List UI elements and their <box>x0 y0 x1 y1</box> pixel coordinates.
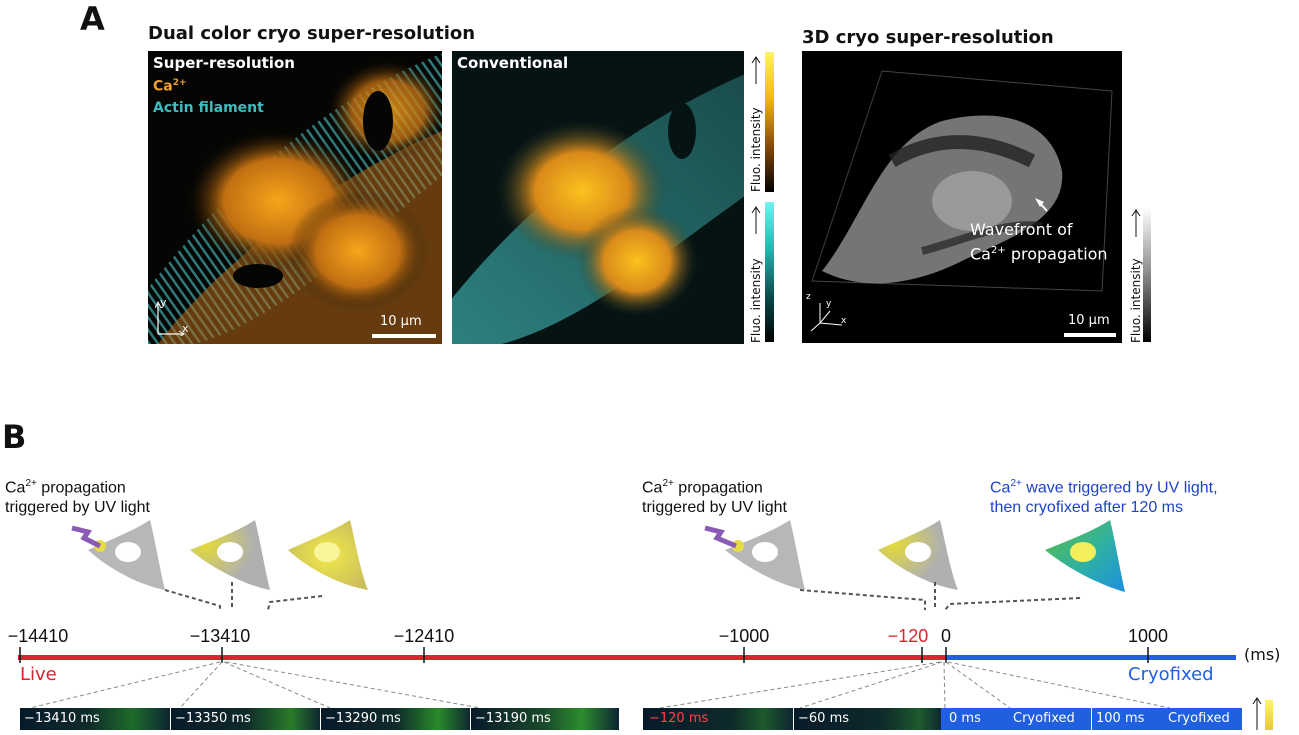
wavefront-annotation: Wavefront of Ca2+ propagation <box>970 220 1108 264</box>
conventional-image <box>452 51 744 344</box>
grayscale-colorbar <box>1143 208 1151 342</box>
axis3d-y-label: y <box>826 299 832 309</box>
tick-label: −13410 <box>189 626 251 646</box>
super-resolution-label: Super-resolution <box>153 54 295 72</box>
timeline-colorbar <box>1265 700 1273 730</box>
cryofixed-timeline-bar <box>946 655 1236 660</box>
conventional-label: Conventional <box>457 54 569 72</box>
cryofixed-label: Cryofixed <box>1128 664 1214 685</box>
calcium-colorbar <box>765 52 774 192</box>
tick-label: −120 <box>887 626 929 646</box>
frame-tile: −60 ms <box>793 708 942 730</box>
fluo-intensity-label: Fluo. intensity <box>1129 258 1143 343</box>
axis-x-label: x <box>182 322 189 335</box>
threed-image <box>802 51 1122 343</box>
fluo-intensity-label: Fluo. intensity <box>749 258 763 343</box>
tick-marks <box>0 645 1299 665</box>
scale-bar-label-1: 10 µm <box>380 314 422 329</box>
frame-tile: −13350 ms <box>170 708 321 730</box>
frame-tile: −13190 ms <box>470 708 619 730</box>
tick-label: 1000 <box>1127 626 1169 646</box>
xy-axes-icon <box>154 300 185 338</box>
actin-colorbar <box>765 202 774 342</box>
panel-b-letter: B <box>2 418 27 456</box>
live-timeline-bar <box>18 655 946 660</box>
tick-labels: −14410 −13410 −12410 −1000 −120 0 1000 <box>0 626 1299 650</box>
frame-tile: −13290 ms <box>320 708 471 730</box>
tick-label: −14410 <box>7 626 69 646</box>
annotation-middle: Ca2+ propagation triggered by UV light <box>642 478 787 517</box>
axis-y-label: y <box>160 296 167 309</box>
frame-tile: −13410 ms <box>20 708 170 730</box>
fluo-intensity-label: Fluo. intensity <box>749 107 763 192</box>
ca-label: Ca2+ <box>153 78 187 95</box>
frame-connectors <box>0 660 1299 710</box>
threed-title: 3D cryo super-resolution <box>802 27 1054 48</box>
scale-bar-label-2: 10 µm <box>1068 313 1110 328</box>
cell-illustrations <box>0 510 1299 611</box>
actin-filament-label: Actin filament <box>153 100 264 116</box>
tick-label: −12410 <box>393 626 455 646</box>
panel-a-letter: A <box>80 0 105 38</box>
scale-bar-1 <box>372 334 436 338</box>
frame-tile: −120 ms <box>643 708 793 730</box>
up-arrow-icon <box>1252 696 1262 730</box>
annotation-left: Ca2+ propagation triggered by UV light <box>5 478 150 517</box>
live-label: Live <box>20 664 57 685</box>
frame-tile-cryofixed: 100 ms Cryofixed <box>1091 708 1242 730</box>
annotation-right: Ca2+ wave triggered by UV light, then cr… <box>990 478 1218 517</box>
up-arrow-icon <box>751 205 761 235</box>
scale-bar-2 <box>1064 333 1116 337</box>
tick-label: 0 <box>940 626 952 646</box>
up-arrow-icon <box>751 55 761 85</box>
dual-color-title: Dual color cryo super-resolution <box>148 23 476 44</box>
axis3d-x-label: x <box>841 316 847 326</box>
xyz-axes-icon <box>806 293 846 333</box>
tick-label: −1000 <box>718 626 770 646</box>
up-arrow-icon <box>1131 208 1141 238</box>
frame-tile-cryofixed: 0 ms Cryofixed <box>941 708 1091 730</box>
axis3d-z-label: z <box>806 292 811 302</box>
super-resolution-image <box>148 51 442 344</box>
unit-label: (ms) <box>1244 645 1281 664</box>
